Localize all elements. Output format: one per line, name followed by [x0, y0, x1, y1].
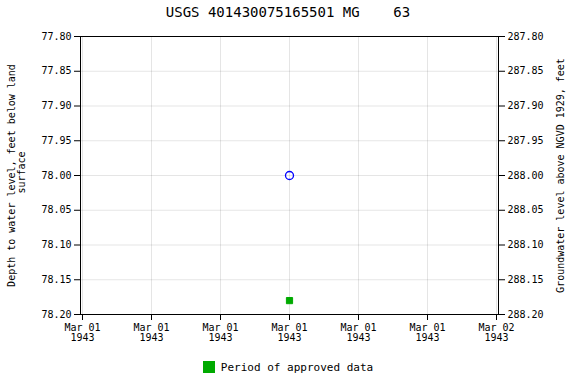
svg-text:Mar 011943: Mar 011943 — [133, 322, 169, 343]
svg-text:Mar 011943: Mar 011943 — [409, 322, 445, 343]
svg-text:287.85: 287.85 — [508, 65, 544, 76]
svg-text:77.85: 77.85 — [41, 65, 71, 76]
svg-text:78.00: 78.00 — [41, 170, 71, 181]
html-text:Period of approved data: Period of approved data — [220, 360, 374, 374]
svg-text:288.15: 288.15 — [508, 274, 544, 285]
html-text:USGS 401430075165501 MG 63: USGS 401430075165501 MG 63 — [165, 4, 411, 20]
svg-text:288.00: 288.00 — [508, 170, 544, 181]
svg-text:Mar 011943: Mar 011943 — [202, 322, 238, 343]
svg-text:78.05: 78.05 — [41, 204, 71, 215]
svg-text:288.10: 288.10 — [508, 239, 544, 250]
svg-text:287.80: 287.80 — [508, 31, 544, 42]
svg-text:78.15: 78.15 — [41, 274, 71, 285]
svg-text:288.20: 288.20 — [508, 309, 544, 320]
svg-text:287.95: 287.95 — [508, 135, 544, 146]
svg-text:78.10: 78.10 — [41, 239, 71, 250]
svg-text:Mar 021943: Mar 021943 — [478, 322, 514, 343]
svg-text:78.20: 78.20 — [41, 309, 71, 320]
svg-text:288.05: 288.05 — [508, 204, 544, 215]
svg-text:Groundwater level above NGVD 1: Groundwater level above NGVD 1929, feet — [555, 58, 566, 293]
svg-text:77.90: 77.90 — [41, 100, 71, 111]
svg-text:Mar 011943: Mar 011943 — [64, 322, 100, 343]
svg-text:Depth to water level, feet bel: Depth to water level, feet below land su… — [6, 64, 27, 287]
svg-text:287.90: 287.90 — [508, 100, 544, 111]
svg-text:Mar 011943: Mar 011943 — [271, 322, 307, 343]
svg-text:77.95: 77.95 — [41, 135, 71, 146]
svg-text:77.80: 77.80 — [41, 31, 71, 42]
svg-text:Mar 011943: Mar 011943 — [340, 322, 376, 343]
